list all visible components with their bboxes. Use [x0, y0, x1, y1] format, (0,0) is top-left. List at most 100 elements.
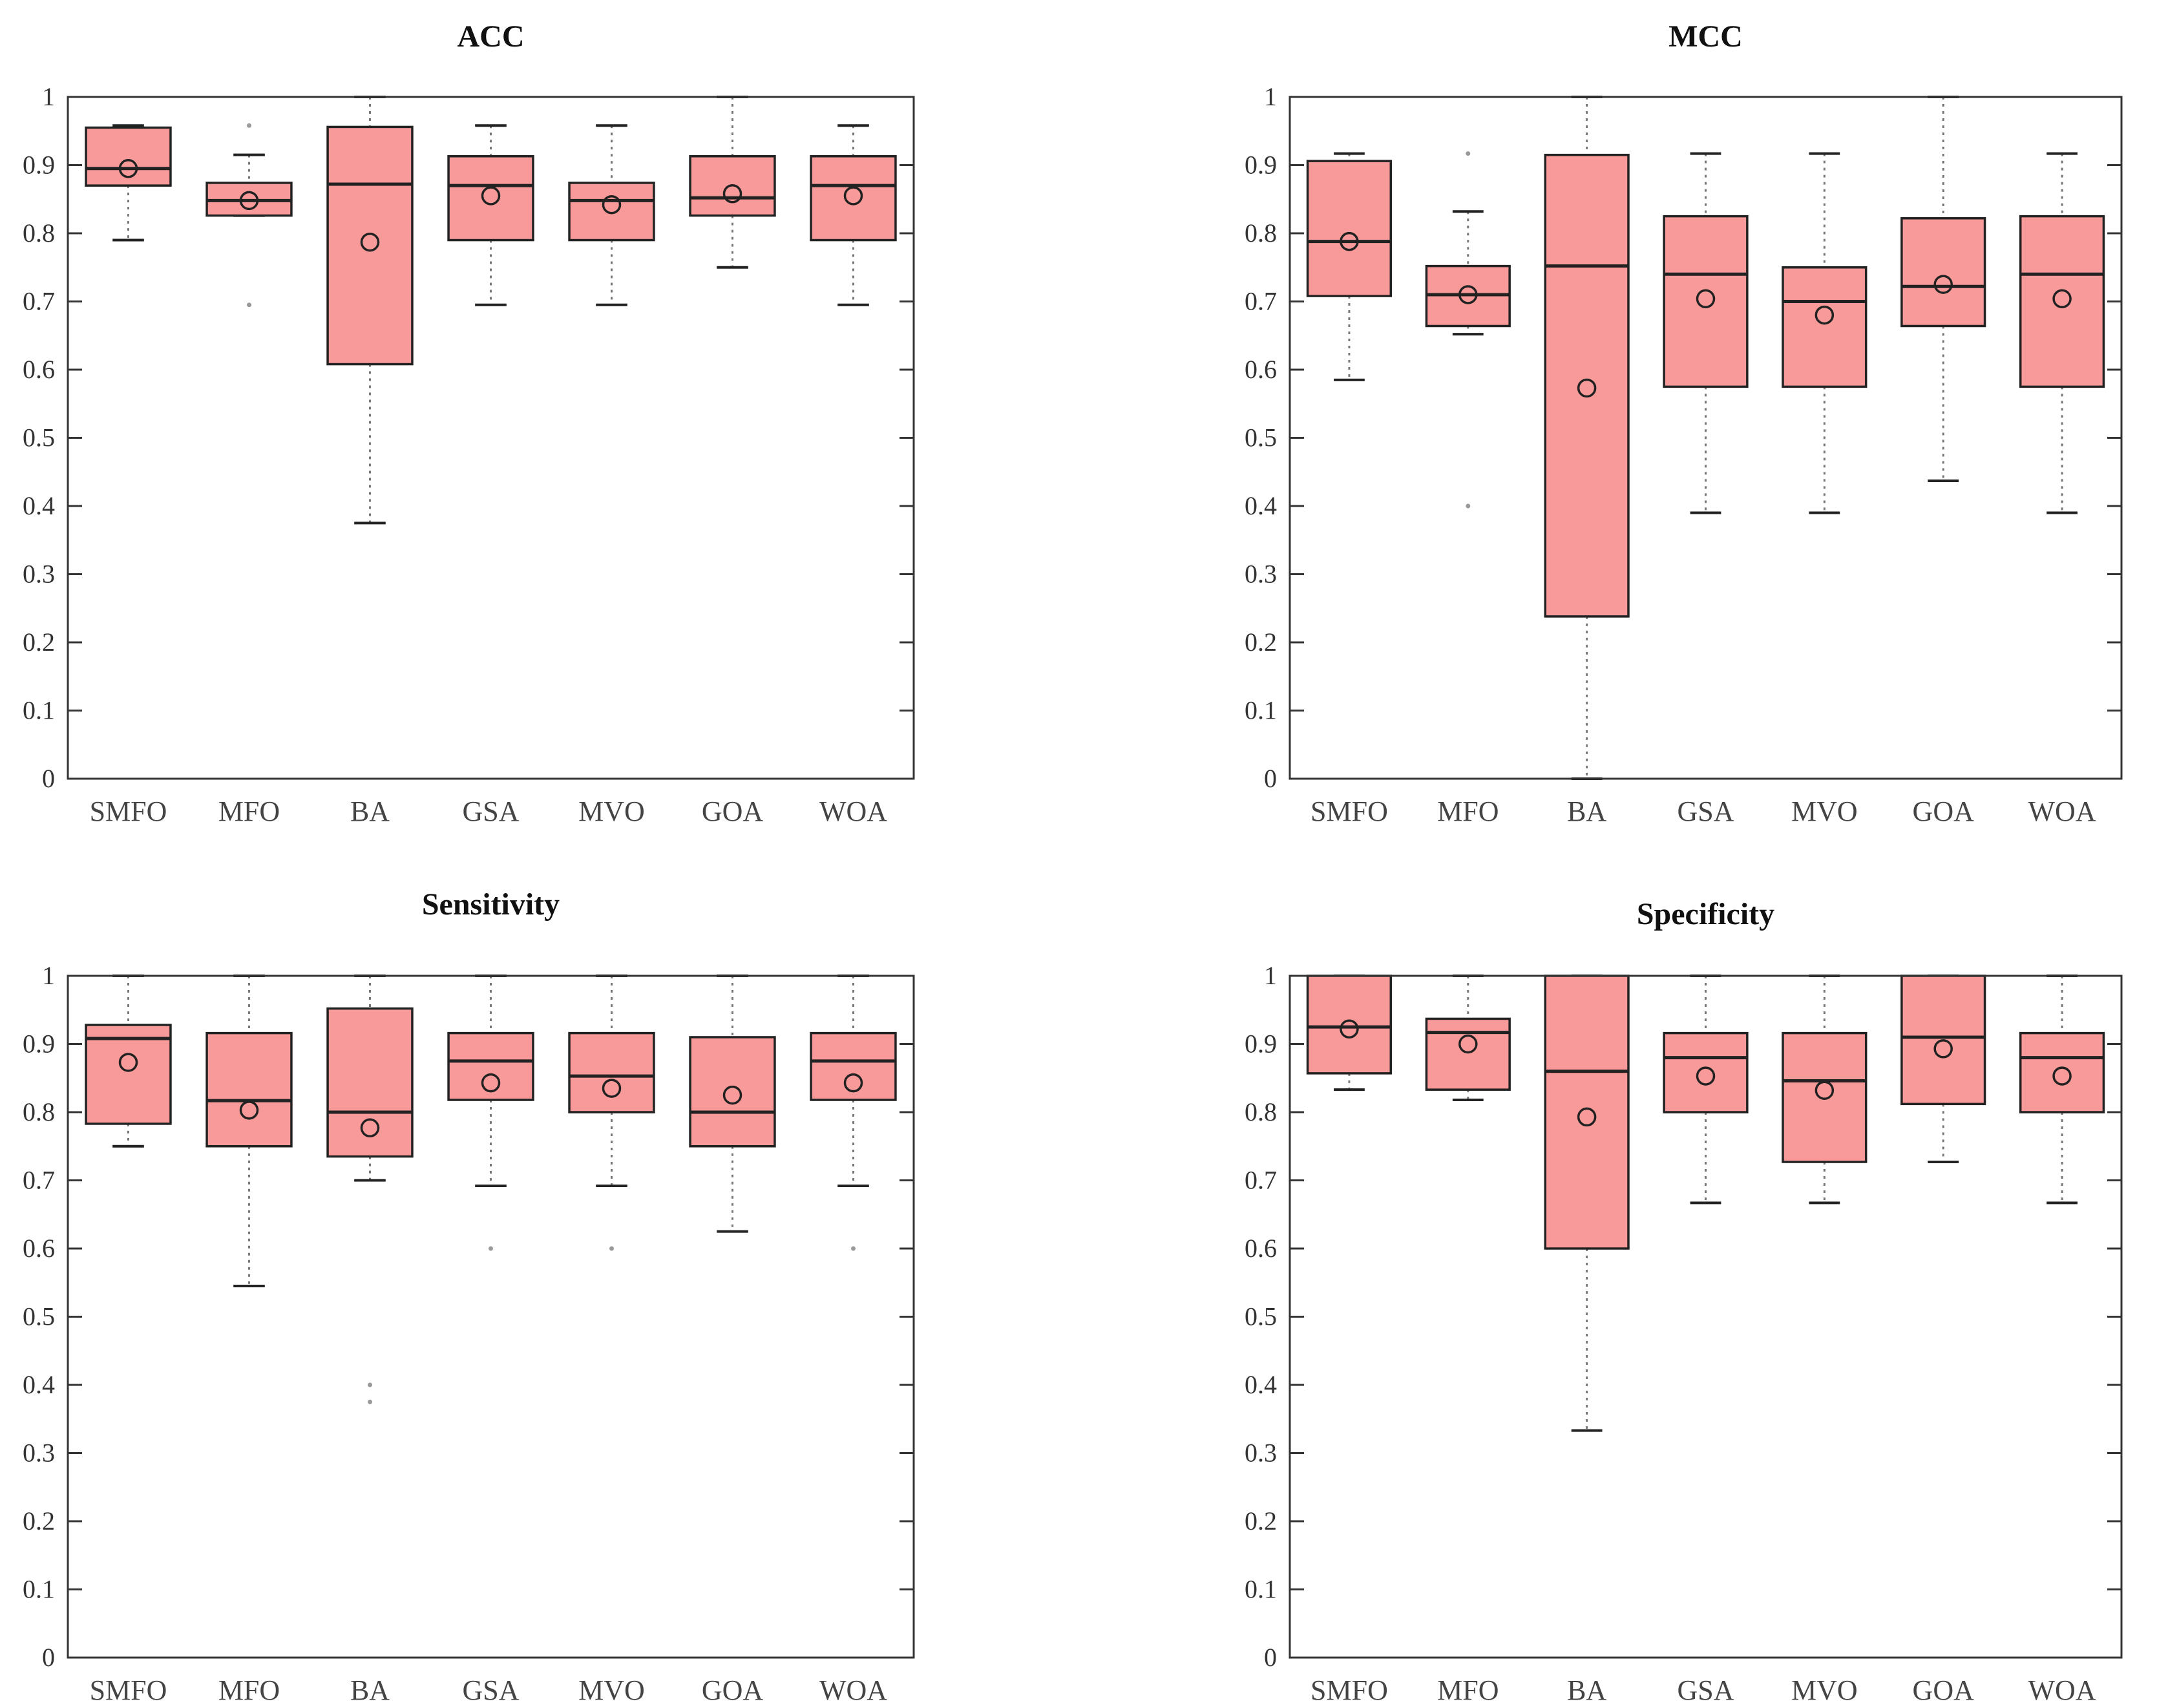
box-iqr	[326, 1007, 414, 1158]
box-goa	[689, 975, 776, 1233]
box-iqr	[1306, 975, 1393, 1075]
box-iqr	[1900, 217, 1986, 328]
y-tick-label: 0.8	[23, 218, 55, 248]
mean-marker	[118, 1053, 138, 1072]
chart-panel-acc: ACC 0 0.1 0.2 0.3 0.4 0.5 0.6 0.7 0.8 0.9 1 SMFO MFO B…	[23, 19, 915, 827]
y-tick-label: 0.1	[23, 696, 55, 725]
x-tick-label: GOA	[702, 1674, 764, 1706]
box-mfo	[205, 975, 293, 1288]
mean-marker	[360, 232, 380, 252]
mean-marker	[1458, 1034, 1478, 1054]
chart-title: ACC	[458, 19, 525, 54]
y-tick-label: 0	[1264, 764, 1277, 793]
outlier-point	[851, 1246, 856, 1251]
x-tick-label: SMFO	[1310, 1674, 1388, 1706]
box-woa	[2019, 975, 2105, 1205]
y-tick-label: 0.3	[23, 1439, 55, 1468]
box-ba	[1544, 96, 1630, 780]
y-tick-label: 0.8	[1245, 218, 1277, 248]
x-tick-label: WOA	[819, 1674, 887, 1706]
box-smfo	[1306, 975, 1393, 1091]
mean-marker	[1340, 231, 1359, 251]
outlier-point	[1466, 503, 1471, 509]
chart-panel-mcc: MCC 0 0.1 0.2 0.3 0.4 0.5 0.6 0.7 0.8 0.9 1 SMFO MFO B…	[1245, 19, 2123, 827]
y-tick-label: 0.5	[23, 423, 55, 452]
box-mfo	[205, 123, 293, 308]
plot-frame	[1289, 96, 2123, 780]
box-gsa	[447, 124, 534, 306]
box-mvo	[568, 975, 655, 1251]
box-iqr	[447, 1031, 534, 1101]
plot-frame	[67, 975, 915, 1659]
mean-marker	[239, 191, 259, 211]
mean-marker	[360, 1118, 380, 1138]
chart-title: Specificity	[1637, 897, 1774, 931]
y-tick-label: 0.4	[23, 1370, 55, 1399]
y-tick-label: 0.2	[23, 1506, 55, 1535]
box-iqr	[1782, 266, 1868, 388]
y-tick-label: 0.7	[23, 287, 55, 316]
y-tick-label: 1	[42, 82, 55, 111]
mean-marker	[1458, 285, 1478, 304]
y-tick-label: 0.6	[23, 355, 55, 384]
mean-marker	[118, 159, 138, 178]
x-tick-label: MFO	[218, 1674, 280, 1706]
box-iqr	[1663, 1031, 1749, 1113]
mean-marker	[2052, 1066, 2072, 1086]
y-tick-label: 0.9	[1245, 151, 1277, 180]
outlier-point	[368, 1382, 372, 1387]
outlier-point	[247, 123, 251, 128]
mean-marker	[2052, 289, 2072, 309]
y-tick-label: 0.9	[1245, 1029, 1277, 1059]
box-goa	[689, 96, 776, 269]
mean-marker	[481, 186, 501, 206]
chart-panel-specificity: Specificity 0 0.1 0.2 0.3 0.4 0.5 0.6 0.7 0.8 0.9 1…	[1245, 897, 2123, 1706]
box-smfo	[85, 975, 172, 1148]
x-tick-label: SMFO	[90, 796, 167, 827]
box-gsa	[447, 975, 534, 1251]
y-tick-label: 0.6	[23, 1234, 55, 1263]
mean-marker	[1696, 289, 1716, 309]
plot-frame	[1289, 975, 2123, 1659]
mean-marker	[1696, 1066, 1716, 1086]
outlier-point	[609, 1246, 614, 1251]
x-tick-label: BA	[350, 796, 390, 827]
mean-marker	[722, 1085, 742, 1105]
outlier-point	[489, 1246, 493, 1251]
x-tick-label: MVO	[1791, 1674, 1858, 1706]
x-tick-label: MFO	[1437, 796, 1499, 827]
chart-title: MCC	[1668, 19, 1743, 54]
x-tick-label: GOA	[702, 796, 764, 827]
x-tick-label: BA	[1567, 1674, 1606, 1706]
y-tick-label: 0.5	[1245, 423, 1277, 452]
x-tick-label: GSA	[462, 796, 519, 827]
x-tick-label: MFO	[1437, 1674, 1499, 1706]
y-tick-label: 0.1	[1245, 1575, 1277, 1604]
y-tick-label: 0.3	[1245, 560, 1277, 589]
x-tick-label: GOA	[1913, 796, 1975, 827]
y-tick-label: 0.1	[23, 1575, 55, 1604]
plot-frame	[67, 96, 915, 780]
mean-marker	[843, 1073, 863, 1093]
mean-marker	[1815, 1081, 1835, 1100]
mean-marker	[1340, 1019, 1359, 1039]
outlier-point	[247, 302, 251, 308]
mean-marker	[1815, 305, 1835, 325]
x-tick-label: WOA	[2028, 796, 2096, 827]
y-tick-label: 0.2	[1245, 627, 1277, 657]
box-ba	[1544, 975, 1630, 1432]
box-smfo	[85, 124, 172, 242]
y-tick-label: 0.7	[23, 1166, 55, 1195]
mean-marker	[1577, 378, 1597, 398]
mean-marker	[1933, 275, 1953, 294]
mean-marker	[722, 184, 742, 204]
chart-title: Sensitivity	[422, 887, 560, 922]
y-tick-label: 0.2	[1245, 1506, 1277, 1535]
x-tick-label: GSA	[1677, 1674, 1734, 1706]
y-tick-label: 0.9	[23, 1029, 55, 1059]
box-woa	[810, 124, 897, 306]
box-mfo	[1425, 975, 1511, 1102]
box-iqr	[85, 1024, 172, 1125]
box-iqr	[1544, 975, 1630, 1250]
x-tick-label: MVO	[578, 796, 645, 827]
